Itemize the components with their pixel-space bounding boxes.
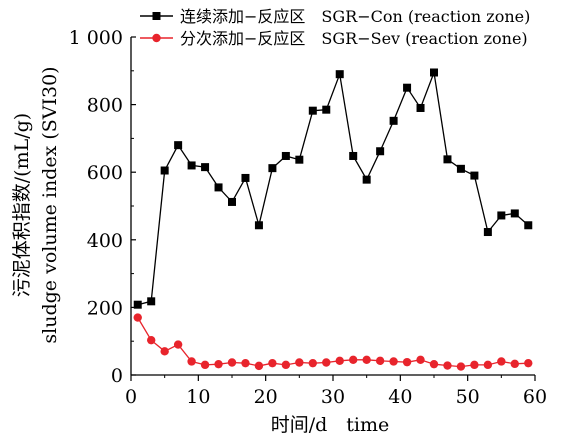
data-point: [187, 357, 196, 366]
data-point: [349, 151, 358, 160]
data-point: [510, 359, 519, 369]
data-point: [362, 175, 371, 184]
data-point: [497, 357, 506, 366]
y-tick-label: 1 000: [69, 27, 123, 49]
data-point: [322, 105, 331, 114]
y-tick-label: 800: [87, 95, 123, 117]
data-point: [295, 155, 304, 164]
data-point: [322, 358, 331, 367]
data-point: [241, 358, 250, 368]
x-tick-label: 0: [125, 386, 137, 408]
legend-label: 连续添加−反应区 SGR−Con (reaction zone): [180, 7, 530, 26]
y-tick-label: 400: [87, 230, 123, 252]
legend-label: 分次添加−反应区 SGR−Sev (reaction zone): [180, 29, 528, 48]
data-point: [524, 221, 533, 230]
data-point: [308, 358, 317, 368]
data-point: [281, 360, 291, 370]
data-point: [456, 164, 465, 173]
x-tick-label: 30: [321, 386, 345, 408]
data-point: [416, 355, 425, 364]
data-point: [375, 356, 385, 366]
series-layer: [133, 68, 533, 371]
data-point: [133, 313, 142, 322]
x-axis-title: 时间/d time: [271, 414, 390, 436]
data-point: [349, 355, 358, 364]
data-point: [416, 103, 425, 112]
data-point: [133, 300, 142, 309]
data-point: [173, 340, 183, 349]
data-point: [389, 357, 398, 366]
x-tick-label: 50: [456, 386, 480, 408]
series-line: [137, 317, 529, 368]
data-point: [241, 173, 250, 182]
legend-marker: [152, 33, 161, 43]
data-point: [187, 161, 196, 170]
legend: 连续添加−反应区 SGR−Con (reaction zone) 分次添加−反应区…: [140, 7, 530, 48]
data-point: [295, 358, 304, 367]
data-point: [443, 155, 452, 164]
data-point: [214, 359, 223, 369]
data-point: [456, 362, 466, 371]
data-point: [308, 106, 317, 115]
data-point: [160, 347, 169, 356]
series-1: [133, 68, 533, 309]
data-point: [510, 209, 519, 218]
y-axis-title-chinese: 污泥体积指数/(mL/g): [11, 113, 33, 297]
data-point: [483, 228, 492, 237]
data-point: [402, 357, 412, 367]
data-point: [403, 83, 412, 92]
y-tick-label: 0: [111, 365, 123, 387]
data-point: [524, 358, 533, 368]
data-point: [389, 116, 398, 125]
data-point: [335, 356, 344, 366]
data-point: [335, 70, 344, 79]
data-point: [470, 171, 479, 180]
data-point: [174, 141, 183, 150]
x-tick-label: 40: [388, 386, 412, 408]
y-tick-label: 600: [87, 162, 123, 184]
data-point: [443, 361, 452, 370]
data-point: [147, 335, 156, 345]
data-point: [430, 68, 438, 77]
data-point: [254, 221, 263, 230]
y-axis-title-english: sludge volume index (SVI30): [39, 66, 61, 343]
data-point: [362, 355, 371, 364]
data-point: [470, 360, 479, 370]
data-point: [497, 211, 506, 220]
data-point: [227, 358, 237, 367]
data-point: [200, 360, 210, 370]
data-point: [429, 359, 439, 369]
data-point: [160, 166, 169, 175]
x-tick-label: 10: [186, 386, 210, 408]
data-point: [483, 360, 493, 370]
series-2: [133, 313, 533, 371]
data-point: [254, 361, 264, 371]
series-line: [137, 69, 529, 306]
data-point: [201, 163, 210, 172]
data-point: [214, 183, 223, 192]
y-tick-label: 200: [87, 297, 123, 319]
x-tick-label: 60: [523, 386, 547, 408]
data-point: [147, 297, 156, 306]
legend-marker: [152, 12, 161, 20]
data-point: [376, 147, 385, 156]
x-tick-label: 20: [254, 386, 278, 408]
data-point: [281, 151, 290, 160]
data-point: [268, 164, 277, 173]
data-point: [228, 197, 236, 206]
data-point: [268, 358, 277, 368]
